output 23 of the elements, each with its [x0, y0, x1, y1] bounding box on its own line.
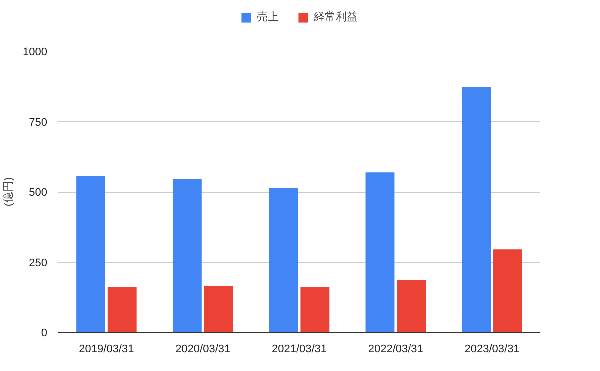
bar	[397, 280, 426, 332]
bar	[108, 288, 137, 332]
bar	[172, 179, 202, 332]
bar	[462, 87, 492, 332]
y-tick-label: 750	[29, 116, 48, 129]
x-tick-label: 2023/03/31	[464, 344, 520, 356]
x-tick-label: 2019/03/31	[79, 344, 134, 356]
x-tick-label: 2020/03/31	[176, 344, 231, 356]
x-tick-label: 2022/03/31	[368, 344, 424, 356]
bar	[494, 250, 522, 332]
bar	[76, 176, 106, 332]
y-tick-label: 0	[41, 328, 48, 340]
legend-label: 経常利益	[314, 10, 358, 24]
bar	[300, 288, 330, 332]
y-tick-label: 250	[29, 257, 48, 270]
y-axis-title: (億円)	[2, 177, 16, 207]
y-tick-label: 1000	[23, 46, 48, 58]
bar	[204, 286, 234, 332]
legend-label: 売上	[257, 10, 279, 24]
y-tick-label: 500	[29, 187, 48, 199]
x-tick-label: 2021/03/31	[272, 344, 328, 356]
bar	[366, 172, 395, 332]
bar	[269, 188, 298, 332]
